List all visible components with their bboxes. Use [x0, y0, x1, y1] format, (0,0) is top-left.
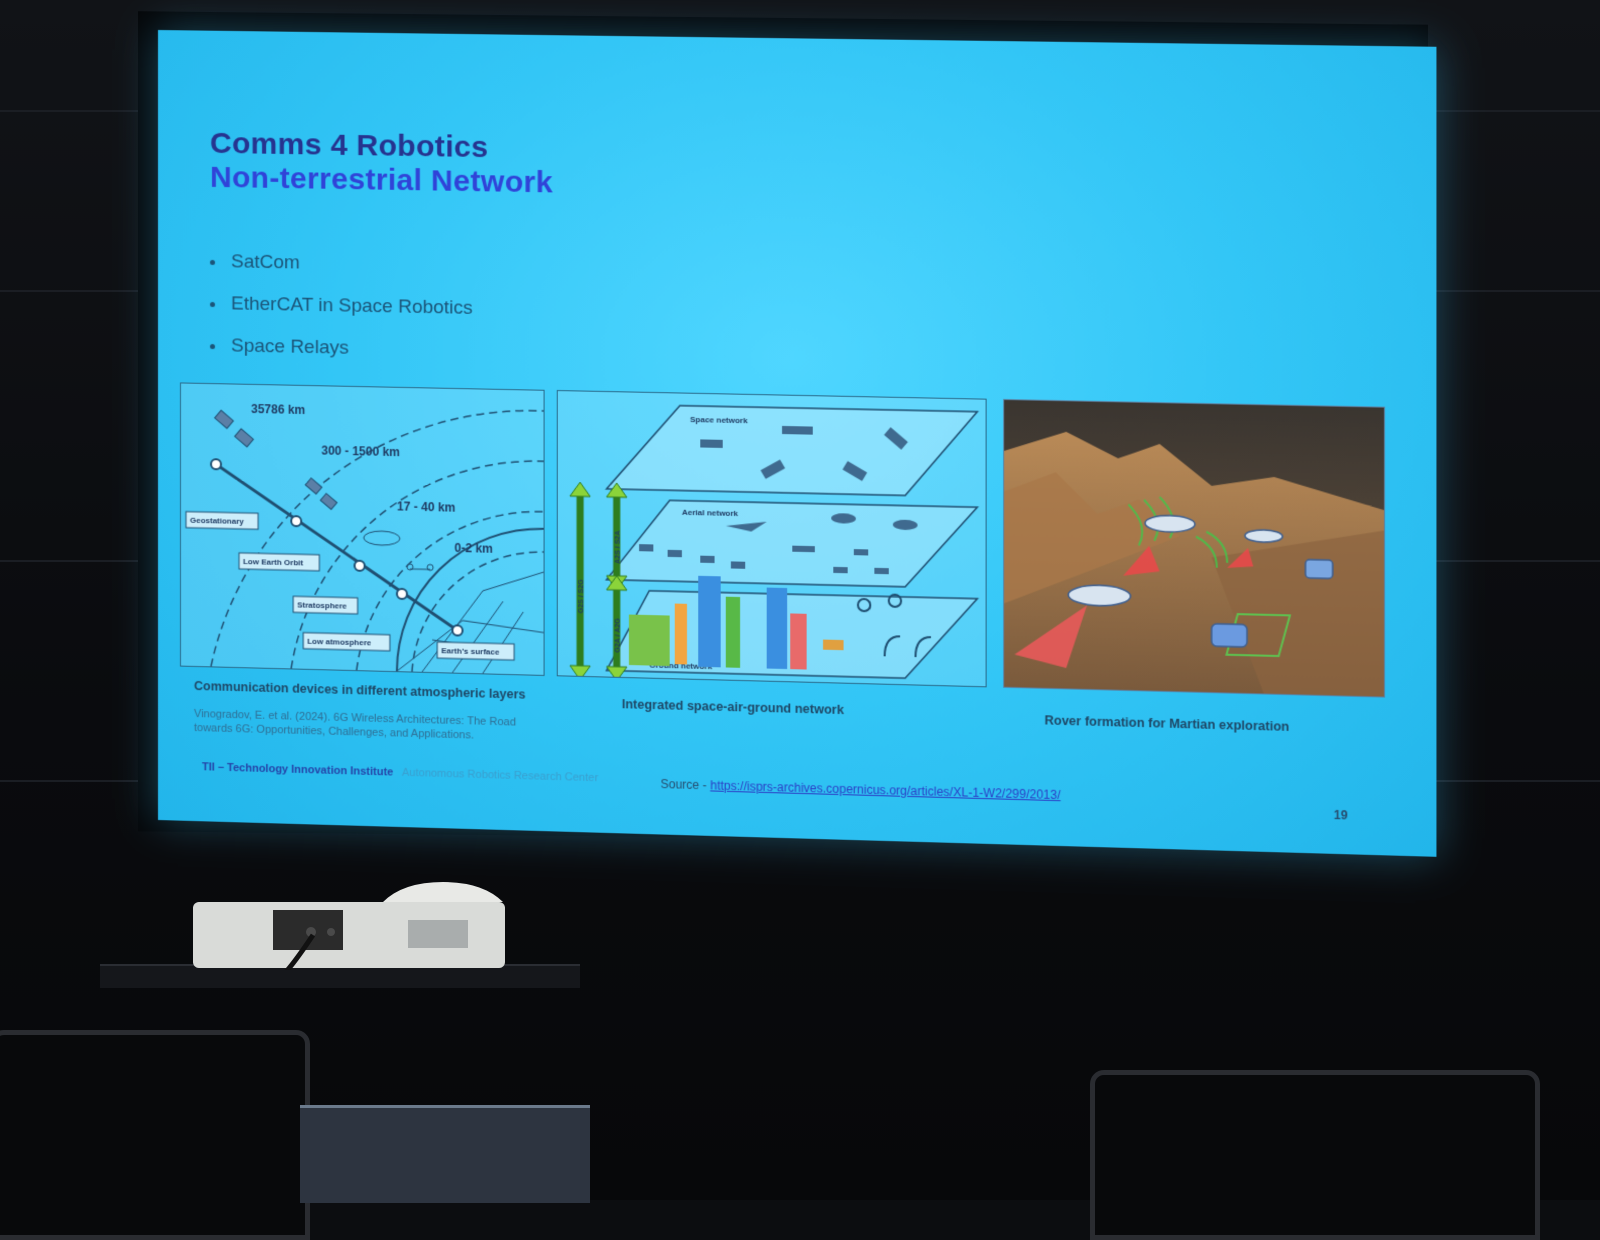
source-label: Source - [660, 777, 706, 792]
drone-icon [407, 564, 433, 571]
altitude-label: 17 - 40 km [397, 499, 456, 514]
bullet-dot-icon [210, 259, 215, 264]
projected-slide: Comms 4 Robotics Non-terrestrial Network… [158, 30, 1436, 857]
space-air-ground-diagram: Space network Aerial network Ground netw… [558, 391, 986, 686]
footer-source: Source - https://isprs-archives.copernic… [660, 777, 1060, 802]
slide-subtitle: Non-terrestrial Network [210, 161, 553, 201]
layer-label: Low atmosphere [307, 637, 371, 648]
mars-terrain-illustration [1004, 400, 1384, 697]
figure-reference: Vinogradov, E. et al. (2024). 6G Wireles… [194, 707, 526, 744]
footer-center: Autonomous Robotics Research Center [402, 767, 598, 785]
satellite-icon [215, 410, 337, 509]
projector-icon [193, 880, 505, 970]
arrow-label: G2A / A2G [615, 618, 622, 653]
bullet-list: SatCom EtherCAT in Space Robotics Space … [210, 241, 473, 372]
source-link[interactable]: https://isprs-archives.copernicus.org/ar… [710, 778, 1060, 802]
altitude-label: 0-2 km [454, 541, 492, 556]
arrow-label: A2S / S2A [615, 530, 622, 563]
figure-caption: Integrated space-air-ground network [622, 697, 844, 717]
bullet-item: EtherCAT in Space Robotics [210, 283, 473, 330]
bullet-dot-icon [210, 301, 215, 306]
layer-label: Stratosphere [297, 600, 347, 610]
atmospheric-layers-figure: 35786 km 300 - 1500 km 17 - 40 km 0-2 km… [180, 382, 545, 676]
chair [0, 1030, 310, 1240]
space-network-plane [607, 404, 978, 497]
bullet-dot-icon [210, 344, 215, 349]
bullet-item: Space Relays [210, 325, 473, 372]
layer-label: Earth's surface [441, 646, 500, 657]
figure-caption: Rover formation for Martian exploration [1044, 713, 1289, 734]
rover-formation-image [1003, 399, 1385, 698]
layer-label: Aerial network [682, 508, 739, 518]
space-air-ground-figure: Space network Aerial network Ground netw… [557, 390, 987, 687]
airship-icon [364, 531, 400, 546]
layer-label: Space network [690, 415, 748, 425]
arrow-label: G2S / S2G [578, 579, 585, 613]
layer-label: Geostationary [190, 516, 244, 526]
desk [300, 1105, 590, 1203]
aerial-network-plane [607, 499, 978, 589]
layer-label: Low Earth Orbit [243, 557, 303, 567]
slide-title: Comms 4 Robotics [210, 127, 488, 165]
altitude-label: 300 - 1500 km [321, 443, 400, 459]
bullet-item: SatCom [210, 241, 473, 288]
atmospheric-layers-diagram: 35786 km 300 - 1500 km 17 - 40 km 0-2 km… [181, 383, 544, 674]
footer-organization: TII – Technology Innovation Institute [202, 761, 393, 778]
chair [1090, 1070, 1540, 1240]
altitude-label: 35786 km [251, 402, 305, 417]
page-number: 19 [1334, 808, 1348, 823]
figure-caption: Communication devices in different atmos… [194, 679, 526, 702]
